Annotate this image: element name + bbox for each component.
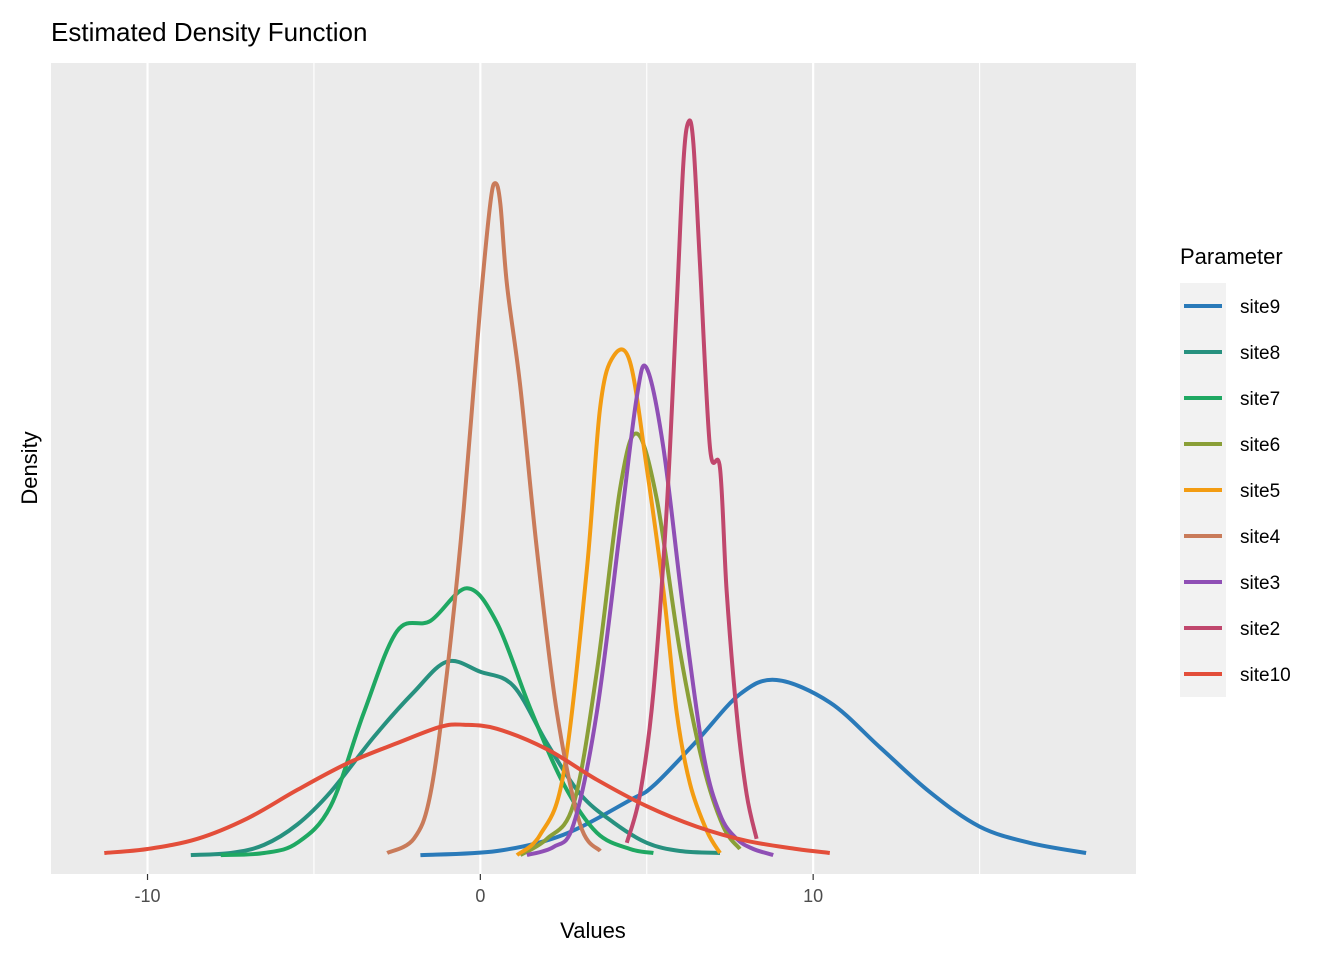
legend-label-site6: site6 [1240, 435, 1280, 456]
y-axis-title: Density [17, 431, 42, 504]
x-tick-label: 10 [803, 886, 823, 906]
legend-label-site3: site3 [1240, 573, 1280, 594]
chart-title: Estimated Density Function [51, 17, 367, 47]
legend-label-site5: site5 [1240, 481, 1280, 502]
legend: Parameter site9 site8 site7 site6 site5 site4… [1180, 244, 1291, 697]
legend-label-site2: site2 [1240, 619, 1280, 640]
series-line-site5 [515, 347, 722, 857]
series-line-site7 [220, 586, 654, 858]
series-layer [104, 118, 1087, 858]
x-tick-label: 0 [475, 886, 485, 906]
series-line-site9 [420, 677, 1087, 858]
legend-label-site8: site8 [1240, 343, 1280, 364]
legend-title: Parameter [1180, 244, 1283, 269]
series-line-site4 [386, 181, 602, 855]
x-axis: -10 0 10 [135, 874, 823, 906]
legend-label-site4: site4 [1240, 527, 1281, 548]
series-line-site3 [526, 363, 774, 858]
series-line-site10 [104, 722, 831, 855]
legend-label-site9: site9 [1240, 297, 1280, 318]
x-axis-title: Values [560, 918, 626, 943]
legend-label-site7: site7 [1240, 389, 1280, 410]
x-tick-label: -10 [135, 886, 161, 906]
series-line-site2 [624, 118, 759, 844]
legend-label-site10: site10 [1240, 665, 1291, 686]
